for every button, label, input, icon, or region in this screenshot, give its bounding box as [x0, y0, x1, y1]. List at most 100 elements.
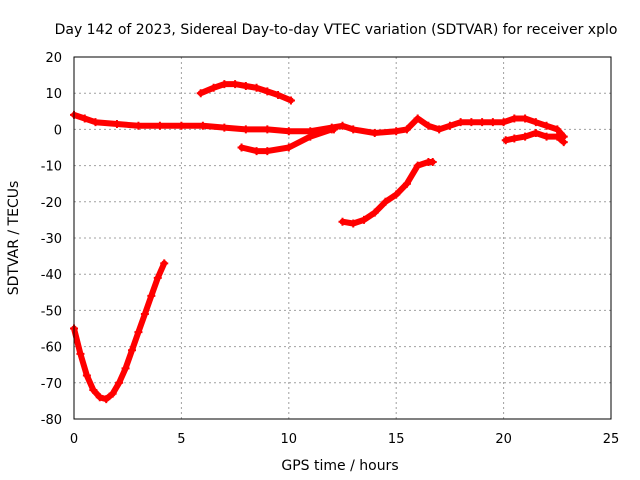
- y-tick-label: -60: [41, 341, 62, 356]
- data-point: [209, 83, 218, 92]
- y-axis-label: SDTVAR / TECUs: [6, 181, 22, 296]
- data-point: [252, 83, 261, 92]
- series-trace-negative: [237, 125, 338, 156]
- data-point: [521, 114, 530, 123]
- data-point: [286, 96, 295, 105]
- x-tick-label: 5: [177, 432, 185, 447]
- data-point: [510, 114, 519, 123]
- data-point: [127, 346, 136, 355]
- y-tick-label: -40: [41, 268, 62, 283]
- data-point: [263, 147, 272, 156]
- data-point: [263, 87, 272, 96]
- x-tick-label: 0: [70, 432, 78, 447]
- data-point: [121, 364, 130, 373]
- y-tick-label: -30: [41, 232, 62, 247]
- data-point: [241, 125, 250, 134]
- data-point: [413, 114, 422, 123]
- data-point: [370, 208, 379, 217]
- x-tick-label: 10: [281, 432, 298, 447]
- y-tick-label: -50: [41, 304, 62, 319]
- data-point: [428, 157, 437, 166]
- data-point: [359, 215, 368, 224]
- data-point: [445, 121, 454, 130]
- data-point: [177, 121, 186, 130]
- series-line: [339, 159, 436, 227]
- data-point: [220, 80, 229, 89]
- series-main-trace: [70, 110, 568, 141]
- data-point: [553, 132, 562, 141]
- data-point: [112, 119, 121, 128]
- data-point: [488, 118, 497, 127]
- data-point: [220, 123, 229, 132]
- x-tick-label: 15: [388, 432, 405, 447]
- series-late-branch: [501, 129, 568, 147]
- x-axis-label: GPS time / hours: [281, 458, 398, 474]
- data-point: [349, 219, 358, 228]
- series-line: [71, 111, 567, 140]
- tick-labels: 0 5 10 15 20 25 20 10 0 -10 -20 -30 -40 -50 -60 -70 -80: [41, 51, 620, 447]
- data-point: [521, 132, 530, 141]
- gridlines: [74, 57, 611, 419]
- series-layer: [70, 80, 568, 404]
- data-point: [542, 121, 551, 130]
- data-point: [115, 378, 124, 387]
- data-point: [413, 161, 422, 170]
- data-point: [370, 129, 379, 138]
- data-point: [478, 118, 487, 127]
- data-point: [263, 125, 272, 134]
- data-point: [284, 143, 293, 152]
- x-tick-label: 20: [495, 432, 512, 447]
- data-point: [456, 118, 465, 127]
- y-tick-label: 20: [45, 51, 62, 66]
- data-point: [102, 395, 111, 404]
- data-point: [76, 349, 85, 358]
- data-point: [402, 179, 411, 188]
- data-point: [196, 89, 205, 98]
- y-tick-label: 0: [54, 123, 62, 138]
- data-point: [147, 291, 156, 300]
- y-tick-label: -80: [41, 413, 62, 428]
- data-point: [153, 273, 162, 282]
- series-valley: [70, 259, 169, 404]
- data-point: [553, 125, 562, 134]
- series-rise-branch: [338, 157, 437, 228]
- plot-frame: [73, 56, 612, 420]
- data-point: [542, 132, 551, 141]
- data-point: [402, 125, 411, 134]
- data-point: [392, 190, 401, 199]
- data-point: [155, 121, 164, 130]
- data-point: [231, 80, 240, 89]
- data-point: [134, 121, 143, 130]
- data-point: [349, 125, 358, 134]
- data-point: [531, 129, 540, 138]
- data-point: [531, 118, 540, 127]
- series-arc-upper: [196, 80, 295, 105]
- data-point: [381, 197, 390, 206]
- chart-title: Day 142 of 2023, Sidereal Day-to-day VTE…: [55, 22, 618, 38]
- data-point: [237, 143, 246, 152]
- y-tick-label: -10: [41, 160, 62, 175]
- data-point: [140, 310, 149, 319]
- y-tick-label: 10: [45, 87, 62, 102]
- data-point: [82, 371, 91, 380]
- y-tick-label: -70: [41, 377, 62, 392]
- data-point: [108, 389, 117, 398]
- data-point: [510, 134, 519, 143]
- data-point: [274, 91, 283, 100]
- data-point: [435, 125, 444, 134]
- data-point: [252, 147, 261, 156]
- data-point: [338, 121, 347, 130]
- data-point: [467, 118, 476, 127]
- data-point: [559, 138, 568, 147]
- data-point: [392, 127, 401, 136]
- data-point: [284, 127, 293, 136]
- data-point: [424, 121, 433, 130]
- data-point: [80, 114, 89, 123]
- data-point: [91, 118, 100, 127]
- data-point: [499, 118, 508, 127]
- data-point: [95, 393, 104, 402]
- data-point: [338, 217, 347, 226]
- x-tick-label: 25: [603, 432, 620, 447]
- y-tick-label: -20: [41, 196, 62, 211]
